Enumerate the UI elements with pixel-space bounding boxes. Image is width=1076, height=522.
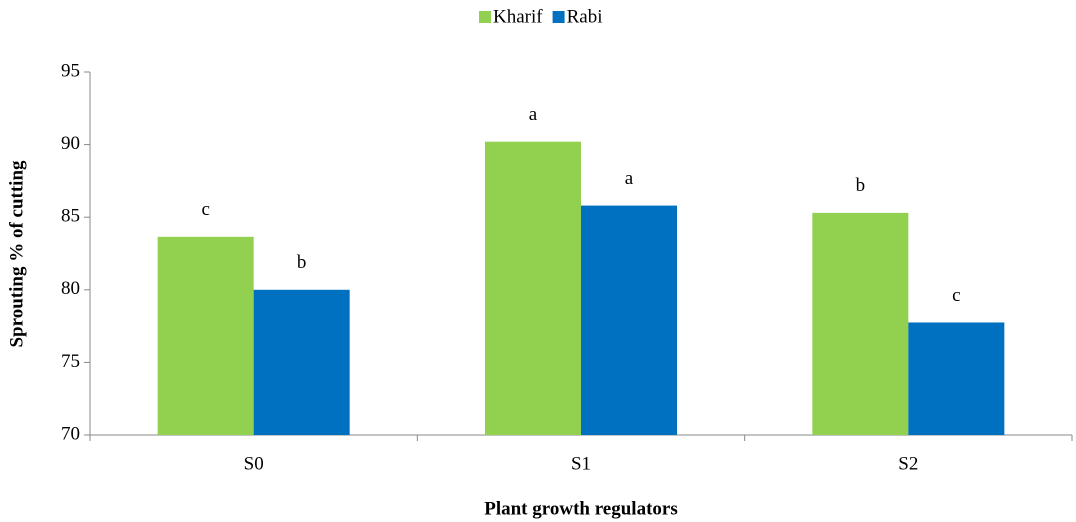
bar: [812, 212, 909, 435]
x-tick-label: S1: [571, 453, 591, 474]
y-tick-label: 80: [61, 278, 80, 299]
legend-label: Rabi: [567, 6, 603, 27]
bar: [485, 141, 581, 436]
bar-annotation: a: [625, 168, 634, 189]
bar-annotation: b: [297, 252, 307, 273]
legend-label: Kharif: [493, 6, 543, 27]
y-tick-label: 75: [61, 351, 80, 372]
x-tick-label: S0: [244, 453, 264, 474]
legend-swatch: [552, 11, 565, 23]
bar: [908, 322, 1005, 435]
bar-annotation: b: [856, 175, 866, 196]
y-tick-label: 70: [61, 423, 80, 444]
legend-swatch: [479, 11, 491, 23]
bar-annotation: c: [201, 199, 209, 220]
y-tick-label: 85: [61, 206, 80, 227]
x-tick-label: S2: [898, 453, 918, 474]
y-tick-label: 95: [61, 60, 80, 81]
y-axis-label: Sprouting % of cutting: [6, 160, 27, 348]
bar: [253, 289, 350, 435]
bar: [581, 205, 677, 435]
y-tick-label: 90: [61, 133, 80, 154]
bar-annotation: a: [529, 104, 538, 125]
x-axis-label: Plant growth regulators: [484, 498, 678, 519]
bar: [157, 236, 254, 435]
bar-annotation: c: [952, 285, 960, 306]
